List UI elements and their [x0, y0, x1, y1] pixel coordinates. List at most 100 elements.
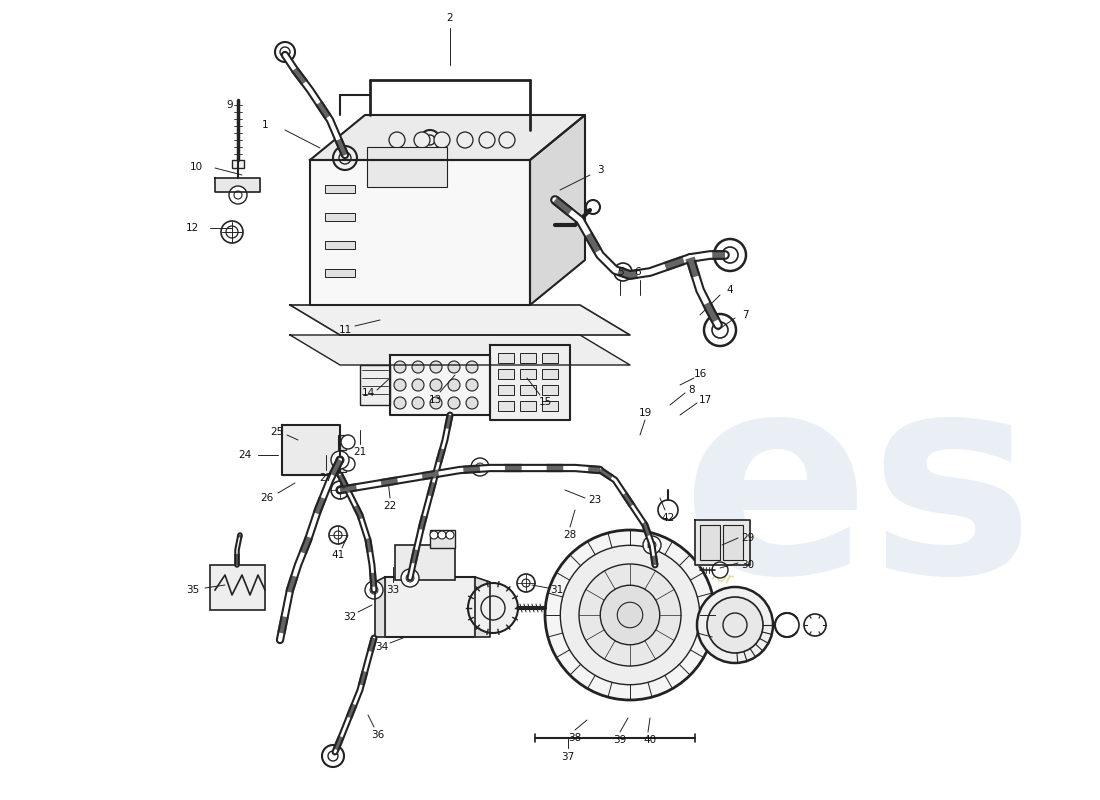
Polygon shape: [390, 355, 490, 415]
Bar: [324, 213, 355, 221]
Circle shape: [221, 221, 243, 243]
Circle shape: [466, 397, 478, 409]
Text: 1: 1: [262, 120, 268, 130]
Text: 24: 24: [239, 450, 252, 460]
Circle shape: [704, 314, 736, 346]
Text: 40: 40: [644, 735, 657, 745]
Circle shape: [331, 481, 349, 499]
Circle shape: [446, 531, 454, 539]
Text: 27: 27: [319, 473, 332, 483]
Circle shape: [712, 562, 728, 578]
Text: 36: 36: [372, 730, 385, 740]
Circle shape: [478, 132, 495, 148]
Text: 42: 42: [661, 513, 674, 523]
Circle shape: [448, 397, 460, 409]
Text: 41: 41: [331, 550, 344, 560]
Circle shape: [614, 263, 632, 281]
Text: 30: 30: [741, 560, 755, 570]
Text: 14: 14: [362, 388, 375, 398]
Polygon shape: [310, 115, 585, 160]
Bar: [498, 401, 514, 411]
Text: 7: 7: [741, 310, 748, 320]
Circle shape: [617, 602, 642, 628]
Circle shape: [420, 130, 440, 150]
Circle shape: [430, 531, 438, 539]
Polygon shape: [490, 345, 570, 420]
Circle shape: [229, 186, 248, 204]
Text: 15: 15: [538, 397, 551, 407]
Bar: [520, 353, 536, 363]
Circle shape: [394, 379, 406, 391]
Bar: [520, 401, 536, 411]
Circle shape: [430, 397, 442, 409]
Circle shape: [438, 531, 446, 539]
Text: 2: 2: [447, 13, 453, 23]
Circle shape: [341, 457, 355, 471]
Text: 16: 16: [693, 369, 706, 379]
Text: 4: 4: [727, 285, 734, 295]
Text: 13: 13: [428, 395, 441, 405]
Circle shape: [329, 526, 346, 544]
Bar: [542, 385, 558, 395]
Bar: [542, 353, 558, 363]
Text: es: es: [681, 361, 1035, 631]
Circle shape: [341, 435, 355, 449]
Bar: [324, 185, 355, 193]
Circle shape: [275, 42, 295, 62]
Circle shape: [468, 583, 518, 633]
Text: 38: 38: [569, 733, 582, 743]
Bar: [395, 545, 455, 580]
Text: 17: 17: [698, 395, 712, 405]
Circle shape: [586, 200, 600, 214]
Text: 34: 34: [375, 642, 388, 652]
Circle shape: [714, 239, 746, 271]
Bar: [385, 577, 475, 637]
Bar: [542, 369, 558, 379]
Circle shape: [466, 379, 478, 391]
Text: 6: 6: [635, 267, 641, 277]
Bar: [542, 401, 558, 411]
Circle shape: [658, 500, 678, 520]
Circle shape: [466, 361, 478, 373]
Polygon shape: [214, 178, 260, 192]
Circle shape: [434, 132, 450, 148]
Bar: [498, 369, 514, 379]
Circle shape: [448, 361, 460, 373]
Text: 8: 8: [689, 385, 695, 395]
Circle shape: [471, 458, 490, 476]
Circle shape: [644, 536, 661, 554]
Circle shape: [394, 397, 406, 409]
Bar: [324, 269, 355, 277]
Text: 35: 35: [186, 585, 199, 595]
Polygon shape: [290, 335, 630, 365]
Text: 39: 39: [614, 735, 627, 745]
Text: 28: 28: [563, 530, 576, 540]
Bar: [232, 160, 244, 168]
Bar: [210, 565, 265, 610]
Circle shape: [707, 597, 763, 653]
Circle shape: [414, 132, 430, 148]
Circle shape: [333, 146, 358, 170]
Text: 23: 23: [588, 495, 602, 505]
Bar: [338, 435, 346, 450]
Circle shape: [697, 587, 773, 663]
Circle shape: [430, 379, 442, 391]
Polygon shape: [310, 160, 530, 305]
Text: 31: 31: [550, 585, 563, 595]
Text: 32: 32: [343, 612, 356, 622]
Bar: [520, 385, 536, 395]
Circle shape: [776, 613, 799, 637]
Bar: [498, 353, 514, 363]
Polygon shape: [530, 115, 585, 305]
Bar: [520, 369, 536, 379]
Bar: [360, 365, 390, 405]
Text: 11: 11: [339, 325, 352, 335]
Text: 19: 19: [638, 408, 651, 418]
Bar: [700, 525, 720, 560]
Circle shape: [579, 564, 681, 666]
Polygon shape: [475, 577, 490, 637]
Circle shape: [412, 397, 424, 409]
Text: 37: 37: [561, 752, 574, 762]
Bar: [324, 241, 355, 249]
Text: 12: 12: [186, 223, 199, 233]
